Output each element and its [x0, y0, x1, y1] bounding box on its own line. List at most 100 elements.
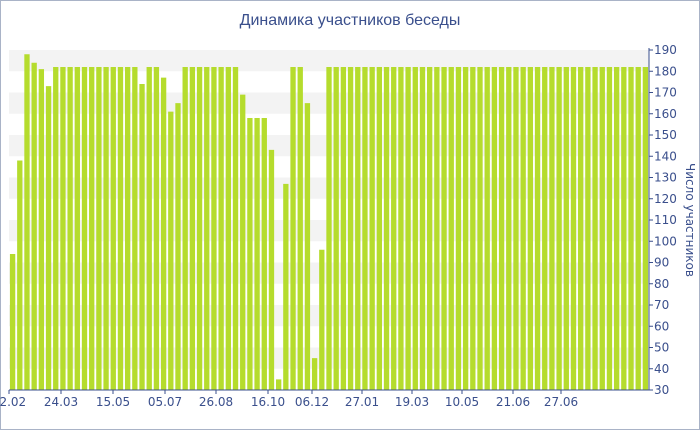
bar	[578, 67, 584, 390]
bar	[153, 67, 160, 390]
bar	[412, 67, 418, 390]
bar	[110, 67, 116, 390]
bar	[355, 67, 361, 390]
x-tick-label: 06.12	[295, 395, 329, 409]
y-tick-label: 190	[654, 43, 677, 57]
bar	[628, 67, 634, 390]
bar	[362, 67, 368, 390]
bar	[204, 67, 210, 390]
bar	[613, 67, 620, 390]
x-tick-label: 05.07	[148, 395, 182, 409]
bar	[570, 67, 577, 390]
bar	[247, 118, 253, 390]
y-tick-label: 50	[654, 341, 669, 355]
bar	[9, 254, 16, 390]
bar	[139, 84, 145, 390]
bar	[74, 67, 80, 390]
y-tick-label: 90	[654, 256, 669, 270]
bar	[225, 67, 231, 390]
bar	[124, 67, 131, 390]
y-tick-label: 130	[654, 171, 677, 185]
y-tick-label: 60	[654, 319, 669, 333]
bar	[369, 67, 375, 390]
x-tick-label: 02.02	[0, 395, 26, 409]
x-tick-label: 27.01	[345, 395, 379, 409]
bar	[455, 67, 462, 390]
bar	[67, 67, 73, 390]
bar	[232, 67, 239, 390]
bar	[405, 67, 411, 390]
bar	[340, 67, 347, 390]
y-tick-label: 160	[654, 107, 677, 121]
bar	[89, 67, 95, 390]
bar	[211, 67, 217, 390]
bar	[103, 67, 109, 390]
bar	[196, 67, 203, 390]
y-tick-label: 140	[654, 149, 677, 163]
bar	[621, 67, 627, 390]
chart-title: Динамика участников беседы	[239, 12, 461, 29]
bar	[38, 69, 45, 391]
bar	[549, 67, 555, 390]
bar	[520, 67, 526, 390]
bar	[160, 77, 167, 391]
bar	[175, 103, 181, 391]
y-tick-label: 180	[654, 64, 677, 78]
bar	[146, 67, 152, 390]
bar	[599, 67, 605, 390]
bar	[462, 67, 469, 390]
bar	[563, 67, 569, 390]
bar	[427, 67, 433, 390]
bar	[441, 67, 447, 390]
bar	[534, 67, 541, 390]
bar	[383, 67, 390, 390]
bar	[592, 67, 598, 390]
bar	[189, 67, 196, 390]
bar	[218, 67, 224, 390]
bar	[168, 111, 174, 391]
bar	[448, 67, 454, 390]
bar	[585, 67, 591, 390]
bar	[491, 67, 498, 390]
bar	[376, 67, 382, 390]
bar	[17, 160, 23, 390]
bar	[304, 103, 311, 391]
bar	[542, 67, 548, 390]
bar	[642, 67, 649, 390]
bar	[283, 183, 289, 390]
bar	[513, 67, 519, 390]
bar	[60, 67, 66, 390]
bar	[268, 149, 275, 390]
grid-band	[9, 50, 649, 72]
bar	[477, 67, 483, 390]
y-tick-label: 80	[654, 277, 669, 291]
bar	[261, 118, 267, 390]
y-tick-label: 170	[654, 86, 677, 100]
y-tick-label: 120	[654, 192, 677, 206]
bar	[276, 379, 282, 391]
bar	[319, 249, 325, 390]
y-tick-label: 100	[654, 234, 677, 248]
bar	[96, 67, 102, 390]
bar	[240, 94, 246, 391]
bar	[635, 67, 641, 390]
x-tick-label: 24.03	[44, 395, 78, 409]
bar	[434, 67, 440, 390]
bar	[117, 67, 124, 390]
y-tick-label: 150	[654, 128, 677, 142]
bar	[81, 67, 88, 390]
bar	[290, 67, 296, 390]
y-tick-label: 40	[654, 362, 669, 376]
bar	[606, 67, 613, 390]
y-tick-label: 110	[654, 213, 677, 227]
bar	[498, 67, 505, 390]
x-tick-label: 10.05	[445, 395, 479, 409]
y-tick-label: 30	[654, 383, 669, 397]
x-tick-label: 26.08	[199, 395, 233, 409]
bar	[398, 67, 404, 390]
bar	[527, 67, 534, 390]
bar	[182, 67, 188, 390]
bar	[506, 67, 512, 390]
bar	[31, 62, 37, 390]
y-ticks: 30 40 50 60 70 80 90 100 110 120 130 140 150 160 170 18…	[649, 43, 677, 397]
